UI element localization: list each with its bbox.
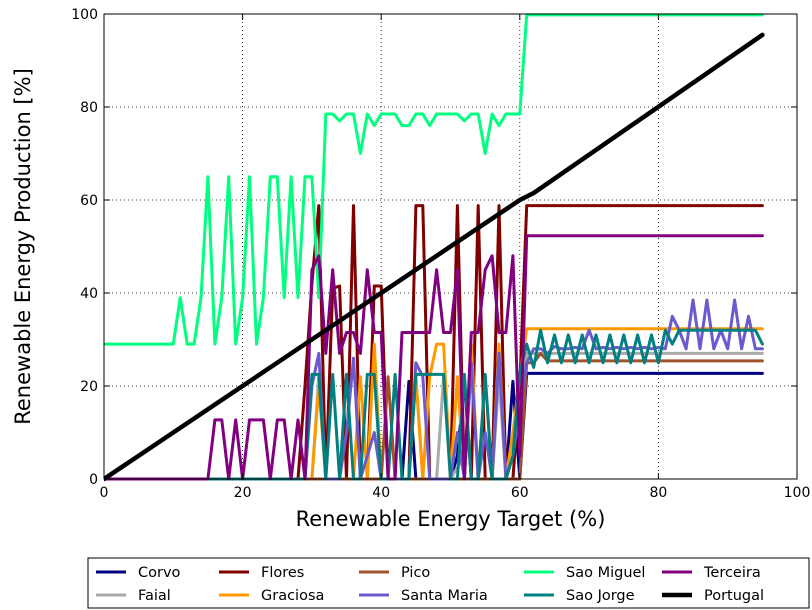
legend-item: Faial bbox=[96, 588, 171, 604]
y-tick-label: 20 bbox=[80, 379, 98, 395]
x-tick-label: 80 bbox=[649, 485, 667, 501]
y-tick-label: 0 bbox=[89, 472, 98, 488]
legend-label: Graciosa bbox=[261, 588, 324, 604]
legend-item: Pico bbox=[359, 565, 430, 581]
series-line-portugal bbox=[104, 32, 765, 482]
legend-label: Faial bbox=[138, 588, 171, 604]
ticks: 0 20 40 60 80 100 0 20 40 60 80 100 bbox=[71, 7, 810, 501]
x-tick-label: 60 bbox=[511, 485, 529, 501]
legend-label: Santa Maria bbox=[401, 588, 488, 604]
legend-label: Portugal bbox=[704, 588, 764, 604]
x-tick-label: 40 bbox=[372, 485, 390, 501]
series-line-sao-miguel bbox=[104, 13, 764, 346]
y-tick-label: 100 bbox=[71, 7, 98, 23]
y-axis-label: Renewable Energy Production [%] bbox=[11, 68, 35, 425]
series-line-graciosa bbox=[104, 327, 764, 481]
legend-item: Terceira bbox=[662, 565, 761, 581]
series-line-terceira bbox=[104, 234, 764, 481]
legend-item: Portugal bbox=[662, 588, 764, 604]
legend-box bbox=[87, 557, 810, 609]
legend-item: Santa Maria bbox=[359, 588, 488, 604]
plot-lines bbox=[104, 13, 765, 482]
legend-label: Sao Miguel bbox=[566, 565, 645, 581]
x-axis-label: Renewable Energy Target (%) bbox=[296, 507, 606, 531]
legend-label: Corvo bbox=[138, 565, 181, 581]
y-tick-label: 60 bbox=[80, 193, 98, 209]
plot-frame bbox=[103, 13, 798, 480]
legend-label: Terceira bbox=[703, 565, 761, 581]
legend-item: Graciosa bbox=[219, 588, 324, 604]
series-line-corvo bbox=[104, 371, 764, 481]
series-line-sao-jorge bbox=[104, 328, 764, 481]
y-tick-label: 40 bbox=[80, 286, 98, 302]
legend-label: Flores bbox=[261, 565, 304, 581]
legend-item: Corvo bbox=[96, 565, 181, 581]
x-tick-label: 0 bbox=[100, 485, 109, 501]
legend-item: Flores bbox=[219, 565, 304, 581]
series-line-santa-maria bbox=[104, 298, 764, 481]
legend: Corvo Faial Flores Graciosa Pico Santa Maria S… bbox=[87, 557, 810, 609]
legend-label: Sao Jorge bbox=[566, 588, 635, 604]
legend-label: Pico bbox=[401, 565, 430, 581]
x-tick-label: 100 bbox=[784, 485, 811, 501]
y-tick-label: 80 bbox=[80, 100, 98, 116]
x-tick-label: 20 bbox=[234, 485, 252, 501]
legend-item: Sao Jorge bbox=[524, 588, 635, 604]
legend-item: Sao Miguel bbox=[524, 565, 645, 581]
